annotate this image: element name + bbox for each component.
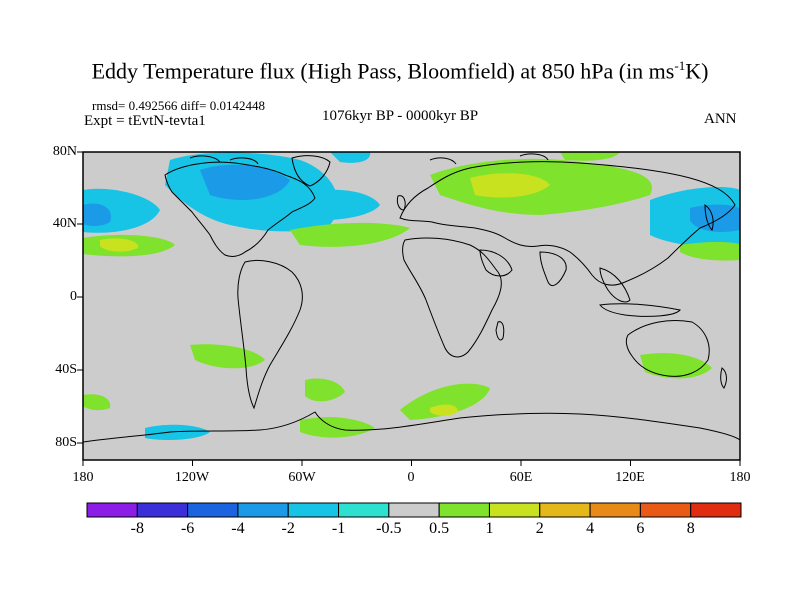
lon-label: 120E [615,470,645,485]
anomaly-fields [83,152,740,440]
plot-title: Eddy Temperature flux (High Pass, Bloomf… [91,58,709,84]
period-label: 1076kyr BP - 0000kyr BP [322,108,479,124]
anomaly-arctic-green [560,152,620,161]
colorbar-label: -8 [130,520,144,537]
colorbar-swatch [539,502,591,518]
colorbar-swatch [136,502,189,518]
lon-label: 0 [407,470,415,485]
colorbar-swatch [237,502,289,518]
coast-arabia [479,249,513,277]
coast-greenland [291,155,331,187]
colorbar-swatch [86,502,138,518]
colorbar-swatch [488,502,541,518]
colorbar-label: -4 [231,520,245,537]
lat-label: 80N [52,144,77,159]
colorbar-swatch [388,502,440,518]
colorbar-label: 8 [686,520,695,537]
anomaly-core-pacific-east [83,203,111,226]
experiment-label: Expt = tEvtN-tevta1 [84,113,206,129]
colorbar-swatch [438,502,490,518]
lon-label: 60E [509,470,533,485]
coast-india [539,251,567,286]
colorbar-label: 0.5 [429,520,450,537]
lat-label: 40N [52,216,77,231]
coast-north-america [164,161,316,257]
colorbar [86,502,742,518]
colorbar-label: -1 [331,520,346,537]
anomaly-north-atlantic [300,189,380,221]
anomaly-northern-blob [330,152,371,163]
coast-new-zealand [720,367,727,389]
anomaly-core-na [200,164,290,200]
coast-europe-asia [399,161,736,286]
anomaly-north-atlantic-green [290,222,410,247]
anomaly-south-pacific [190,344,265,369]
coast-madagascar [495,321,505,341]
coast-japan [704,204,714,231]
colorbar-swatch [639,502,692,518]
coast-southeast-asia [599,267,631,303]
anomaly-core-pacific [690,204,740,232]
coast-australia [625,320,710,377]
anomaly-southern-ocean [145,424,210,440]
colorbar-label: 6 [636,520,645,537]
anomaly-eurasia-core [470,173,550,198]
stats-label: rmsd= 0.492566 diff= 0.0142448 [92,98,265,113]
anomaly-southern-indian-core [430,404,458,416]
colorbar-swatch [187,502,239,518]
anomaly-antarctic-green [300,417,375,438]
lat-label: 80S [55,435,77,450]
lon-label: 180 [72,470,94,485]
lon-label: 120W [174,470,210,485]
colorbar-label: 4 [586,520,595,537]
anomaly-southwest-pacific [83,394,111,411]
colorbar-label: -2 [281,520,295,537]
colorbar-swatch [338,502,390,518]
coast-south-america [237,259,303,410]
lat-label: 0 [70,289,77,304]
colorbar-label: -0.5 [376,520,402,537]
coast-africa [402,237,502,358]
lon-label: 180 [729,470,751,485]
colorbar-swatch [690,502,742,518]
colorbar-swatch [287,502,340,518]
coast-antarctica [83,411,740,443]
anomaly-southern-indian [400,383,490,420]
lat-label: 40S [55,362,77,377]
coast-indonesia [599,303,681,317]
anomaly-south-atlantic [305,378,345,402]
coastlines [83,153,740,443]
colorbar-label: 2 [535,520,544,537]
coast-arctic-islands [189,153,549,165]
lon-label: 60W [288,470,316,485]
colorbar-label: -6 [180,520,195,537]
anomaly-pacific-yellow [100,238,139,252]
coast-british-isles [396,195,406,211]
season-label: ANN [704,111,737,127]
colorbar-swatch [589,502,641,518]
colorbar-label: 1 [485,520,494,537]
anomaly-west-pacific-green [680,241,740,261]
tick-marks [77,151,741,466]
